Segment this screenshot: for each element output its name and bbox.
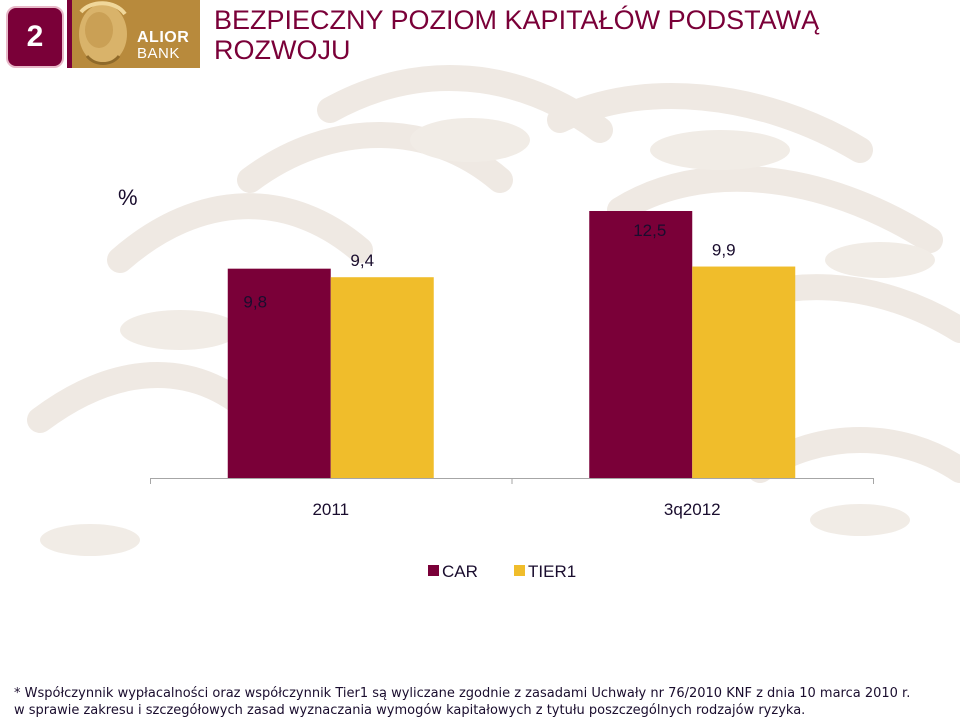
page-number-badge: 2 <box>6 6 64 68</box>
logo-line-bank: BANK <box>137 45 180 62</box>
legend-label-car: CAR <box>442 562 478 581</box>
data-label-tier1-3q2012: 9,9 <box>712 241 736 260</box>
title-line-2: ROZWOJU <box>214 35 351 65</box>
x-tick-label-2011: 2011 <box>312 500 349 519</box>
bar-tier1-3q2012 <box>692 266 796 478</box>
title-line-1: BEZPIECZNY POZIOM KAPITAŁÓW PODSTAWĄ <box>214 5 820 35</box>
statue-head-icon <box>67 0 200 68</box>
data-label-tier1-2011: 9,4 <box>350 251 374 270</box>
footnote: * Współczynnik wypłacalności oraz współc… <box>14 685 954 719</box>
data-label-car-3q2012: 12,5 <box>633 221 666 240</box>
alior-bank-logo: ALIOR BANK <box>67 0 200 68</box>
legend-label-tier1: TIER1 <box>528 562 576 581</box>
legend-swatch-car <box>428 565 439 576</box>
page-title: BEZPIECZNY POZIOM KAPITAŁÓW PODSTAWĄ ROZ… <box>214 5 934 65</box>
footnote-line-1: * Współczynnik wypłacalności oraz współc… <box>14 686 911 701</box>
x-tick-label-3q2012: 3q2012 <box>664 500 721 519</box>
bar-tier1-2011 <box>330 277 434 478</box>
bar-car-2011 <box>227 268 331 478</box>
unit-label: % <box>118 185 138 210</box>
legend-swatch-tier1 <box>514 565 525 576</box>
footnote-line-2: w sprawie zakresu i szczegółowych zasad … <box>14 703 806 718</box>
logo-line-alior: ALIOR <box>137 29 190 46</box>
bar-car-3q2012 <box>589 211 693 478</box>
data-label-car-2011: 9,8 <box>243 293 267 312</box>
